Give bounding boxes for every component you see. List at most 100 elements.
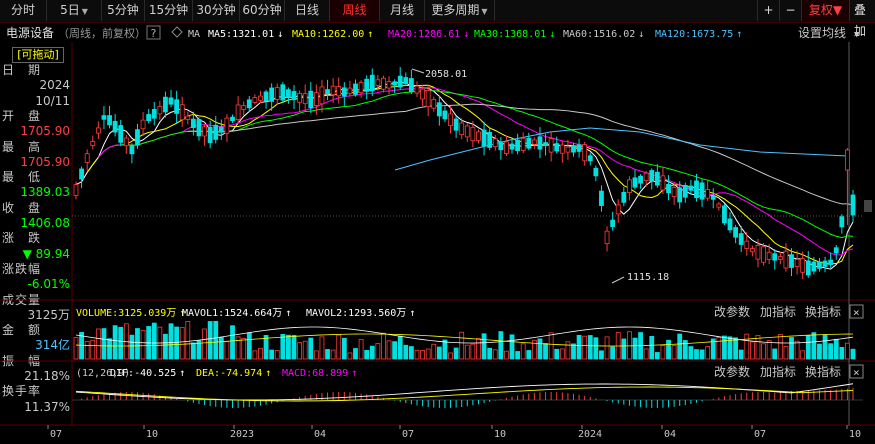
- ma-label: MA: [188, 29, 200, 40]
- data-window-row: 1705.90: [2, 155, 70, 169]
- data-window-row: 1406.08: [2, 217, 70, 230]
- adjust-button[interactable]: 复权▼: [801, 0, 849, 21]
- vol-close-button[interactable]: [849, 304, 864, 319]
- volume-bar: [179, 327, 185, 360]
- candle-body: [258, 95, 263, 101]
- data-window-label: 最 低: [2, 170, 42, 185]
- volume-bar: [459, 331, 465, 360]
- candle-body: [79, 168, 84, 180]
- ma-settings-button[interactable]: 设置均线: [798, 26, 846, 40]
- candle-body: [599, 190, 604, 206]
- candle-body: [805, 260, 811, 276]
- tab-more-periods[interactable]: 更多周期 ▼: [425, 0, 495, 21]
- volume-bar: [95, 328, 101, 360]
- volume-bar: [716, 337, 722, 360]
- data-window-value: 2024: [39, 78, 70, 93]
- volume-bar: [353, 348, 358, 360]
- data-window-value: 3125万: [27, 307, 70, 322]
- tab-daily[interactable]: 日线: [285, 0, 330, 21]
- tab-5day[interactable]: 5日 ▼: [47, 0, 102, 21]
- volume-bar: [302, 340, 308, 360]
- candle-body: [710, 195, 716, 200]
- volume-bar: [218, 336, 224, 360]
- macd-add-indicator-button[interactable]: 加指标: [760, 364, 796, 379]
- volume-bar: [174, 326, 180, 360]
- volume-bar: [364, 349, 370, 360]
- volume-bar: [850, 348, 856, 360]
- candle-body: [476, 131, 481, 141]
- volume-bar: [777, 334, 783, 360]
- ma-legend-item: MA30:1368.01: [474, 29, 546, 40]
- data-window-value: 314亿: [35, 338, 70, 353]
- vol-switch-indicator-button[interactable]: 换指标: [805, 304, 841, 319]
- chevron-down-icon: ▼: [81, 7, 88, 16]
- tab-monthly[interactable]: 月线: [380, 0, 425, 21]
- candle-body: [246, 99, 252, 109]
- volume-bar: [420, 350, 425, 360]
- data-window-row: 3125万: [2, 307, 70, 322]
- candle-body: [694, 180, 699, 199]
- candle-body: [397, 75, 403, 88]
- data-window-row: 1705.90: [2, 125, 70, 138]
- volume-bar: [554, 348, 560, 360]
- volume-bar: [347, 352, 353, 360]
- volume-bar: [576, 334, 582, 360]
- candle-body: [716, 203, 722, 208]
- tab-intraday[interactable]: 分时: [0, 0, 47, 21]
- volume-bar: [682, 340, 688, 360]
- zoom-out-button[interactable]: −: [779, 0, 801, 21]
- candle-body: [179, 104, 185, 121]
- candle-body: [207, 126, 213, 143]
- candle-body: [336, 86, 342, 97]
- moving-average-line: [97, 86, 854, 256]
- candle-body: [369, 74, 375, 92]
- drag-handle[interactable]: [可拖动]: [12, 47, 64, 63]
- data-window-row: 涨跌幅: [2, 262, 70, 276]
- macd-close-button[interactable]: [849, 364, 864, 379]
- zoom-in-button[interactable]: +: [757, 0, 779, 21]
- candle-body: [269, 87, 275, 102]
- volume-bar: [744, 333, 750, 360]
- candle-body: [408, 78, 414, 93]
- candle-body: [431, 98, 437, 109]
- tab-30min[interactable]: 30分钟: [193, 0, 240, 21]
- volume-bar: [207, 321, 213, 360]
- time-axis-label: 04: [664, 429, 676, 440]
- volume-bar: [397, 335, 403, 360]
- macd-edit-params-button[interactable]: 改参数: [714, 364, 750, 379]
- candle-body: [654, 171, 660, 186]
- candle-body: [498, 141, 504, 151]
- volume-bar: [425, 348, 431, 360]
- volume-bar: [168, 323, 174, 360]
- chevron-down-icon: ▼: [481, 7, 488, 16]
- data-window-value: 21.18%: [24, 369, 70, 383]
- candle-body: [84, 153, 90, 163]
- volume-bar: [291, 334, 297, 360]
- volume-trend-arrow: ↑: [179, 308, 185, 319]
- candle-body: [772, 253, 778, 261]
- volume-legend: VOLUME:3125.039万 ↑MAVOL1:1524.664万 ↑ MAVOL2…: [76, 308, 415, 319]
- tab-15min[interactable]: 15分钟: [145, 0, 193, 21]
- tab-60min[interactable]: 60分钟: [240, 0, 285, 21]
- volume-bar: [185, 321, 191, 360]
- candle-body: [213, 124, 219, 140]
- volume-bar: [531, 339, 537, 360]
- candle-body: [140, 119, 146, 130]
- vol-add-indicator-button[interactable]: 加指标: [760, 304, 796, 319]
- data-window-label: 收 盘: [2, 200, 42, 215]
- chart-mode: （周线，前复权）: [58, 26, 146, 40]
- vol-edit-params-button[interactable]: 改参数: [714, 304, 750, 319]
- tab-weekly[interactable]: 周线: [330, 0, 380, 21]
- candle-body: [392, 81, 398, 86]
- candle-body: [118, 125, 124, 143]
- candle-body: [660, 175, 666, 191]
- help-button[interactable]: [146, 25, 161, 40]
- macd-switch-indicator-button[interactable]: 换指标: [805, 364, 841, 379]
- candle-body: [129, 145, 135, 155]
- data-window-value: 1389.03: [20, 185, 70, 200]
- tab-5min[interactable]: 5分钟: [102, 0, 145, 21]
- volume-bar: [464, 344, 470, 360]
- candle-body: [135, 129, 140, 146]
- overlay-button[interactable]: 叠加: [849, 0, 875, 38]
